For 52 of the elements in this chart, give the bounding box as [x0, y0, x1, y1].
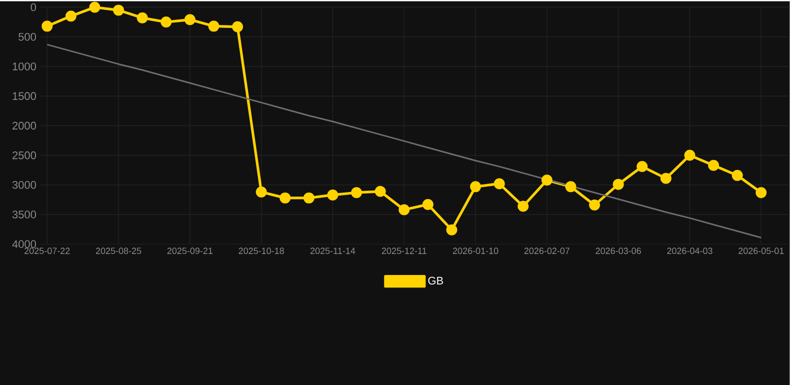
y-tick-label: 0: [30, 3, 36, 12]
y-tick-label: 3500: [12, 210, 36, 218]
point: [612, 178, 624, 190]
x-tick-label: 2026-05-01: [738, 248, 784, 254]
point: [136, 12, 148, 24]
y-tick-label: 1500: [12, 92, 36, 100]
x-tick-label: 2025-08-25: [96, 248, 142, 254]
y-tick-label: 2000: [12, 122, 36, 130]
point: [184, 14, 196, 26]
point: [208, 20, 220, 32]
point: [684, 150, 696, 161]
point: [494, 178, 505, 190]
point: [636, 161, 648, 172]
point: [232, 21, 244, 32]
point: [256, 186, 267, 198]
point: [756, 187, 767, 198]
point: [518, 200, 529, 212]
x-tick-label: 2025-09-21: [167, 248, 212, 254]
point: [374, 186, 386, 197]
x-tick-label: 2025-07-22: [24, 248, 70, 254]
legend-label: GB: [428, 276, 444, 285]
point: [732, 170, 743, 181]
y-tick-label: 2500: [12, 151, 36, 160]
point: [280, 192, 291, 204]
point: [708, 160, 720, 171]
point: [589, 200, 600, 211]
point: [470, 181, 482, 192]
point: [303, 192, 314, 204]
point: [113, 4, 124, 16]
point: [89, 2, 100, 13]
x-tick-label: 2026-04-03: [667, 248, 712, 254]
x-tick-label: 2026-03-06: [596, 248, 641, 254]
point: [160, 16, 172, 28]
point: [660, 172, 672, 184]
point: [65, 10, 76, 22]
x-tick-label: 2026-02-07: [524, 248, 570, 254]
x-tick-label: 2025-10-18: [238, 248, 284, 254]
y-tick-label: 500: [18, 32, 36, 41]
y-tick-label: 4000: [12, 240, 36, 248]
point: [541, 174, 552, 186]
point: [42, 20, 53, 32]
y-tick-label: 1000: [12, 62, 36, 70]
point: [565, 181, 576, 192]
x-tick-label: 2026-01-10: [452, 248, 498, 254]
x-tick-label: 2025-11-14: [310, 248, 356, 254]
point: [446, 224, 458, 236]
point: [398, 204, 410, 216]
x-tick-label: 2025-12-11: [382, 248, 426, 254]
point: [327, 189, 338, 200]
y-tick-label: 3000: [12, 180, 36, 189]
point: [351, 187, 362, 198]
point: [422, 198, 434, 210]
